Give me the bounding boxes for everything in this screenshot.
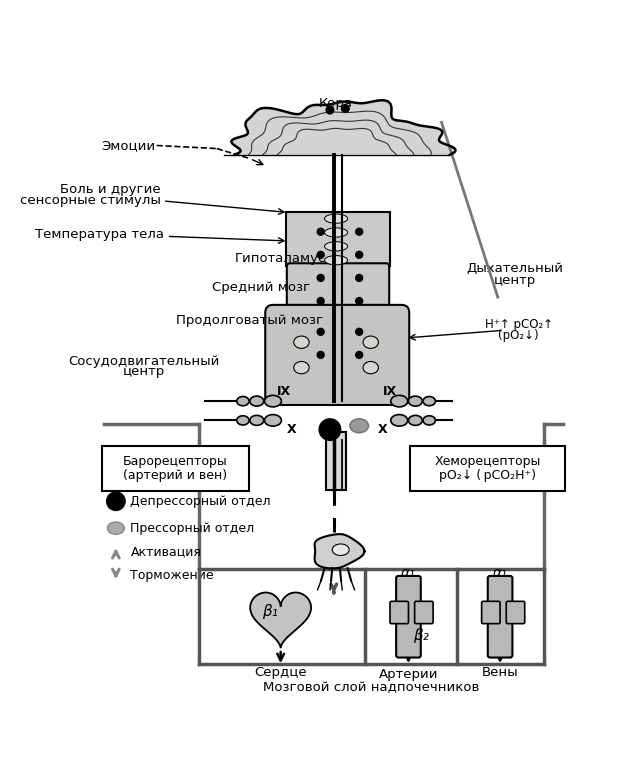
Text: Боль и другие: Боль и другие: [60, 183, 161, 196]
FancyBboxPatch shape: [326, 432, 346, 490]
Polygon shape: [314, 534, 365, 568]
Circle shape: [317, 328, 324, 335]
Circle shape: [326, 106, 334, 114]
Text: Активация: Активация: [131, 545, 201, 558]
Ellipse shape: [423, 397, 435, 406]
Text: Мозговой слой надпочечников: Мозговой слой надпочечников: [264, 681, 480, 694]
Circle shape: [356, 328, 363, 335]
Text: Гипоталамус: Гипоталамус: [235, 252, 327, 265]
Text: α₁: α₁: [401, 566, 416, 580]
Circle shape: [356, 251, 363, 258]
Text: X: X: [377, 423, 387, 436]
Text: Сердце: Сердце: [255, 666, 307, 679]
Text: Вены: Вены: [482, 666, 518, 679]
Text: X: X: [287, 423, 296, 436]
Text: Средний мозг: Средний мозг: [212, 281, 310, 293]
Ellipse shape: [250, 415, 264, 425]
Text: (артерий и вен): (артерий и вен): [123, 469, 228, 482]
Text: IX: IX: [276, 386, 291, 398]
Text: Торможение: Торможение: [131, 570, 214, 583]
Circle shape: [317, 352, 324, 359]
Ellipse shape: [391, 395, 408, 407]
Ellipse shape: [294, 336, 309, 348]
Polygon shape: [224, 100, 455, 154]
Ellipse shape: [264, 395, 282, 407]
Text: IX: IX: [383, 386, 397, 398]
FancyBboxPatch shape: [488, 576, 512, 657]
Circle shape: [317, 251, 324, 258]
FancyBboxPatch shape: [482, 601, 500, 624]
Ellipse shape: [294, 362, 309, 374]
FancyBboxPatch shape: [396, 576, 421, 657]
Ellipse shape: [325, 228, 348, 237]
Text: Сосудодвигательный: Сосудодвигательный: [68, 355, 219, 368]
Ellipse shape: [325, 214, 348, 223]
Text: α₁: α₁: [493, 566, 507, 580]
Ellipse shape: [363, 362, 379, 374]
Text: Депрессорный отдел: Депрессорный отдел: [131, 495, 271, 508]
Circle shape: [356, 275, 363, 282]
FancyBboxPatch shape: [415, 601, 433, 624]
Text: Артерии: Артерии: [379, 668, 439, 681]
Text: Продолговатый мозг: Продолговатый мозг: [176, 314, 323, 327]
FancyBboxPatch shape: [102, 445, 249, 491]
Text: (pO₂↓): (pO₂↓): [498, 329, 539, 342]
FancyBboxPatch shape: [390, 601, 408, 624]
Circle shape: [107, 492, 125, 511]
FancyBboxPatch shape: [506, 601, 525, 624]
Circle shape: [341, 105, 349, 113]
FancyBboxPatch shape: [286, 213, 390, 266]
Ellipse shape: [264, 414, 282, 426]
Text: центр: центр: [494, 274, 536, 286]
Text: pO₂↓ ( pCO₂H⁺): pO₂↓ ( pCO₂H⁺): [439, 469, 536, 482]
FancyBboxPatch shape: [410, 445, 565, 491]
Ellipse shape: [408, 396, 422, 406]
Circle shape: [317, 297, 324, 304]
Ellipse shape: [332, 544, 349, 556]
Text: Кора: Кора: [319, 98, 353, 110]
FancyBboxPatch shape: [287, 263, 389, 316]
Polygon shape: [250, 593, 311, 647]
Ellipse shape: [107, 522, 124, 535]
Text: Барорецепторы: Барорецепторы: [123, 455, 228, 468]
Text: сенсорные стимулы: сенсорные стимулы: [20, 195, 161, 207]
Ellipse shape: [325, 255, 348, 265]
Text: β₁: β₁: [262, 604, 278, 618]
Circle shape: [317, 275, 324, 282]
Ellipse shape: [250, 396, 264, 406]
Ellipse shape: [325, 242, 348, 251]
Text: Хеморецепторы: Хеморецепторы: [434, 455, 541, 468]
Text: Дыхательный: Дыхательный: [466, 262, 563, 275]
Circle shape: [356, 228, 363, 235]
Text: H⁺↑ pCO₂↑: H⁺↑ pCO₂↑: [485, 317, 552, 331]
Ellipse shape: [350, 419, 368, 433]
Circle shape: [319, 419, 341, 441]
Ellipse shape: [237, 397, 249, 406]
Circle shape: [356, 297, 363, 304]
Ellipse shape: [423, 416, 435, 425]
FancyBboxPatch shape: [266, 305, 409, 405]
Text: центр: центр: [122, 365, 165, 379]
Text: Эмоции: Эмоции: [101, 139, 155, 152]
Text: Температура тела: Температура тела: [35, 227, 165, 241]
Text: Прессорный отдел: Прессорный отдел: [131, 521, 255, 535]
Circle shape: [317, 228, 324, 235]
Ellipse shape: [237, 416, 249, 425]
Ellipse shape: [363, 336, 379, 348]
Ellipse shape: [391, 414, 408, 426]
Text: β₂: β₂: [413, 629, 429, 643]
Ellipse shape: [408, 415, 422, 425]
Circle shape: [356, 352, 363, 359]
